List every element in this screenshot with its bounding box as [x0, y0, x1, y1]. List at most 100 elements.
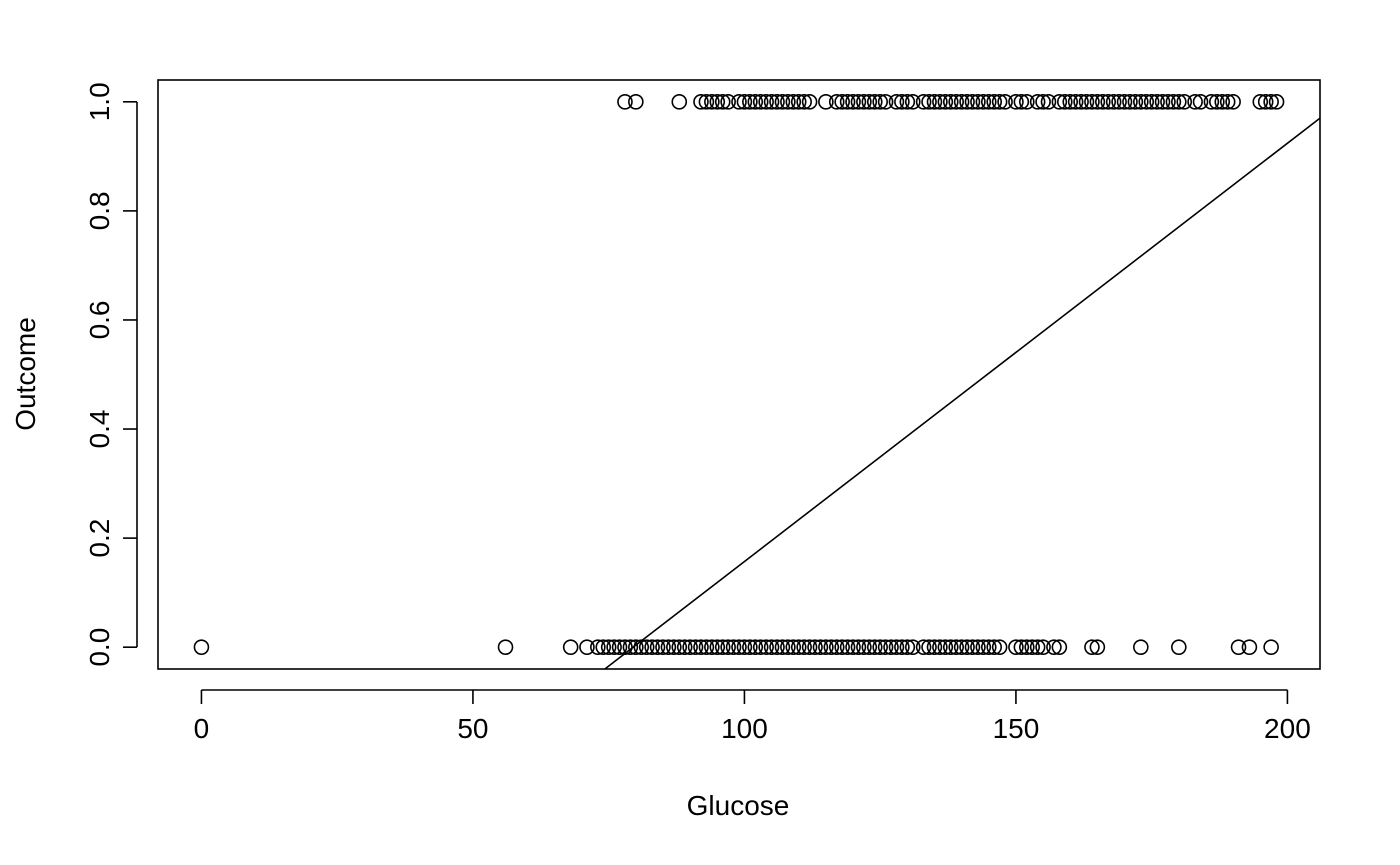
data-point — [1062, 94, 1079, 110]
data-point — [970, 639, 986, 655]
data-point — [1084, 639, 1100, 655]
data-point — [1035, 639, 1051, 655]
data-point — [861, 94, 878, 110]
data-point — [1051, 94, 1068, 110]
data-point — [742, 94, 758, 110]
y-axis-label: Outcome — [10, 317, 41, 431]
data-point — [660, 639, 677, 655]
data-point — [997, 94, 1013, 110]
data-point — [953, 94, 970, 110]
data-point — [1078, 94, 1095, 110]
data-point — [937, 639, 954, 655]
data-point — [1257, 94, 1274, 110]
data-point — [1263, 639, 1279, 655]
data-point — [818, 639, 834, 655]
data-point — [888, 94, 905, 110]
x-axis-label: Glucose — [687, 790, 790, 821]
data-point — [801, 94, 818, 110]
data-point — [866, 94, 883, 110]
data-point — [714, 94, 731, 110]
data-point — [937, 94, 954, 110]
data-point — [1056, 94, 1073, 110]
x-tick-label: 50 — [457, 713, 488, 744]
data-point — [1252, 94, 1269, 110]
data-point — [970, 94, 986, 110]
data-point — [1143, 94, 1160, 110]
data-point — [193, 639, 210, 655]
data-point — [1095, 94, 1111, 110]
data-point — [926, 639, 943, 655]
data-point — [948, 94, 964, 110]
data-point — [959, 94, 975, 110]
x-tick-label: 200 — [1264, 713, 1311, 744]
data-point — [725, 639, 742, 655]
data-point — [769, 94, 785, 110]
data-point — [736, 94, 753, 110]
data-point — [698, 639, 715, 655]
data-point — [1149, 94, 1165, 110]
data-point — [763, 639, 780, 655]
data-point — [617, 94, 633, 110]
data-point — [600, 639, 617, 655]
data-point — [1133, 94, 1149, 110]
data-point — [948, 639, 964, 655]
data-point — [1122, 94, 1138, 110]
data-point — [975, 639, 992, 655]
data-point — [932, 94, 948, 110]
data-point — [1225, 94, 1241, 110]
data-point — [980, 94, 997, 110]
data-point — [1176, 94, 1193, 110]
data-point — [693, 94, 709, 110]
data-point — [497, 639, 514, 655]
data-point — [1219, 94, 1236, 110]
data-point — [861, 639, 878, 655]
data-point — [758, 639, 774, 655]
data-point — [785, 94, 802, 110]
data-point — [1138, 94, 1155, 110]
y-tick-label: 0.8 — [84, 191, 115, 230]
data-point — [709, 94, 726, 110]
data-point — [1241, 639, 1258, 655]
data-point — [698, 94, 715, 110]
data-point — [834, 94, 850, 110]
data-point — [579, 639, 595, 655]
data-point — [622, 639, 639, 655]
data-point — [1018, 94, 1035, 110]
data-point — [720, 639, 736, 655]
y-tick-label: 1.0 — [84, 82, 115, 121]
data-point — [883, 639, 899, 655]
data-point — [796, 639, 812, 655]
data-point — [1018, 639, 1035, 655]
data-point — [991, 639, 1008, 655]
data-point — [763, 94, 780, 110]
data-point — [888, 639, 905, 655]
data-point — [823, 639, 840, 655]
data-point — [704, 639, 720, 655]
data-point — [693, 639, 709, 655]
data-point — [1024, 639, 1041, 655]
x-axis: 0 50 100 150 200 — [194, 689, 1311, 744]
data-point — [682, 639, 698, 655]
data-point — [1089, 94, 1106, 110]
data-point — [1127, 94, 1144, 110]
data-point — [1230, 639, 1247, 655]
data-point — [644, 639, 660, 655]
data-point — [980, 639, 997, 655]
data-point — [628, 639, 644, 655]
data-point — [866, 639, 883, 655]
data-point — [1165, 94, 1182, 110]
data-point — [590, 639, 606, 655]
data-point — [742, 639, 758, 655]
y-axis: 0.0 0.2 0.4 0.6 0.8 1.0 — [84, 82, 138, 667]
data-point — [856, 94, 872, 110]
y-tick-label: 0.2 — [84, 519, 115, 558]
data-point — [964, 639, 981, 655]
data-point — [1013, 639, 1030, 655]
data-point — [758, 94, 774, 110]
data-point — [986, 639, 1003, 655]
data-point — [986, 94, 1003, 110]
y-tick-label: 0.4 — [84, 410, 115, 449]
data-point — [894, 94, 910, 110]
data-point — [942, 639, 959, 655]
data-point — [850, 94, 867, 110]
